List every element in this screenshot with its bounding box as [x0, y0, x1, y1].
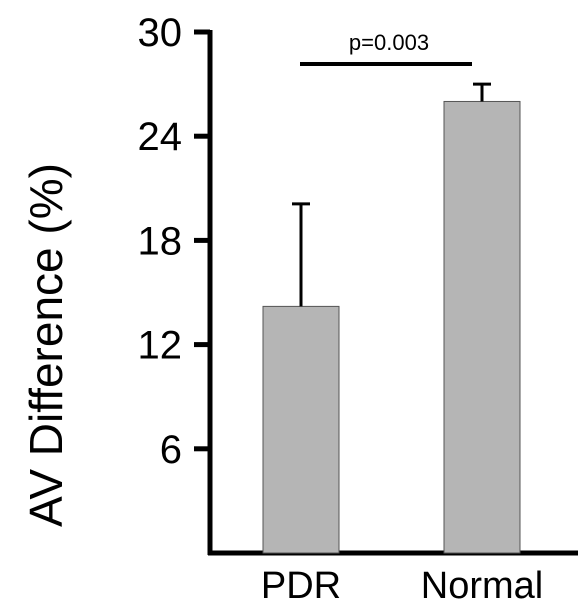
x-category-label: Normal — [421, 565, 543, 607]
y-tick-label: 24 — [138, 115, 183, 159]
significance-label: p=0.003 — [349, 30, 429, 55]
y-tick-label: 18 — [138, 219, 183, 263]
bar — [443, 100, 521, 554]
x-category-label: PDR — [261, 565, 341, 607]
y-ticks: 6 12 18 24 30 — [138, 11, 210, 472]
x-categories: PDR Normal — [261, 565, 543, 607]
bars — [262, 100, 521, 554]
y-tick-label: 30 — [138, 11, 183, 55]
bar — [262, 305, 340, 554]
y-tick-label: 12 — [138, 324, 183, 368]
error-bars — [292, 82, 491, 307]
y-axis-title: AV Difference (%) — [20, 163, 72, 527]
significance: p=0.003 — [300, 30, 472, 66]
y-tick-label: 6 — [160, 428, 182, 472]
